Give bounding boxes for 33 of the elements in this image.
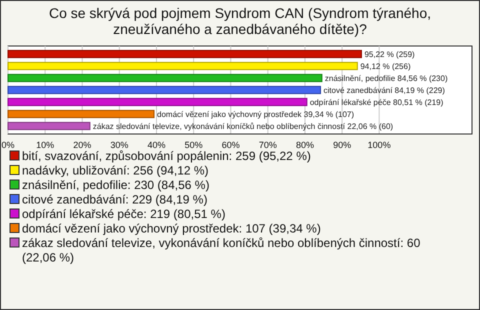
- legend-label: znásilnění, pedofilie: 230 (84,56 %): [22, 178, 210, 192]
- x-tick-label: 50%: [184, 140, 203, 150]
- chart-title: Co se skrývá pod pojmem Syndrom CAN (Syndrom týraného, zneužívaného a zanedbávaného dítěte)?: [48, 5, 432, 37]
- bar: [8, 86, 322, 94]
- x-tick-label: 70%: [258, 140, 277, 150]
- data-label: odpírání lékařské péče 80,51 % (219): [310, 98, 444, 107]
- data-label: znásilnění, pedofilie 84,56 % (230): [324, 74, 448, 83]
- x-tick-label: 80%: [296, 140, 314, 150]
- legend-label: nadávky, ubližování: 256 (94,12 %): [22, 164, 209, 178]
- bar: [8, 62, 358, 70]
- data-label: citové zanedbávání 84,19 % (229): [324, 86, 446, 95]
- data-label: 94,12 % (256): [360, 62, 411, 71]
- data-label: zákaz sledování televize, vykonávání koníčků nebo oblíbených činností 22,06 % (60): [92, 122, 394, 131]
- x-tick-label: 10%: [36, 140, 54, 150]
- x-tick-label: 90%: [333, 140, 352, 150]
- bar: [8, 74, 322, 82]
- x-tick-label: 100%: [368, 140, 391, 150]
- legend-label: odpírání lékařské péče: 219 (80,51 %): [22, 207, 226, 221]
- bar: [8, 122, 90, 130]
- data-label: 95,22 % (259): [364, 50, 416, 59]
- bar: [8, 110, 155, 118]
- legend-label: domácí vězení jako výchovný prostředek: 107 (39,34 %): [22, 222, 321, 236]
- bar: [8, 50, 362, 58]
- x-tick-label: 40%: [147, 140, 166, 150]
- x-tick-label: 30%: [110, 140, 128, 150]
- data-label: domácí vězení jako výchovný prostředek 39,34 % (107): [157, 110, 354, 119]
- legend-label: citové zanedbávání: 229 (84,19 %): [22, 192, 208, 206]
- x-tick-label: 60%: [222, 140, 240, 150]
- legend-label: bití, svazování, způsobování popálenin: 259 (95,22 %): [22, 149, 311, 163]
- bar: [8, 98, 308, 106]
- legend-label: zákaz sledování televize, vykonávání koníčků nebo oblíbených činností: 60 (22,06 %): [22, 236, 421, 264]
- x-tick-label: 0%: [1, 140, 15, 150]
- x-tick-label: 20%: [73, 140, 92, 150]
